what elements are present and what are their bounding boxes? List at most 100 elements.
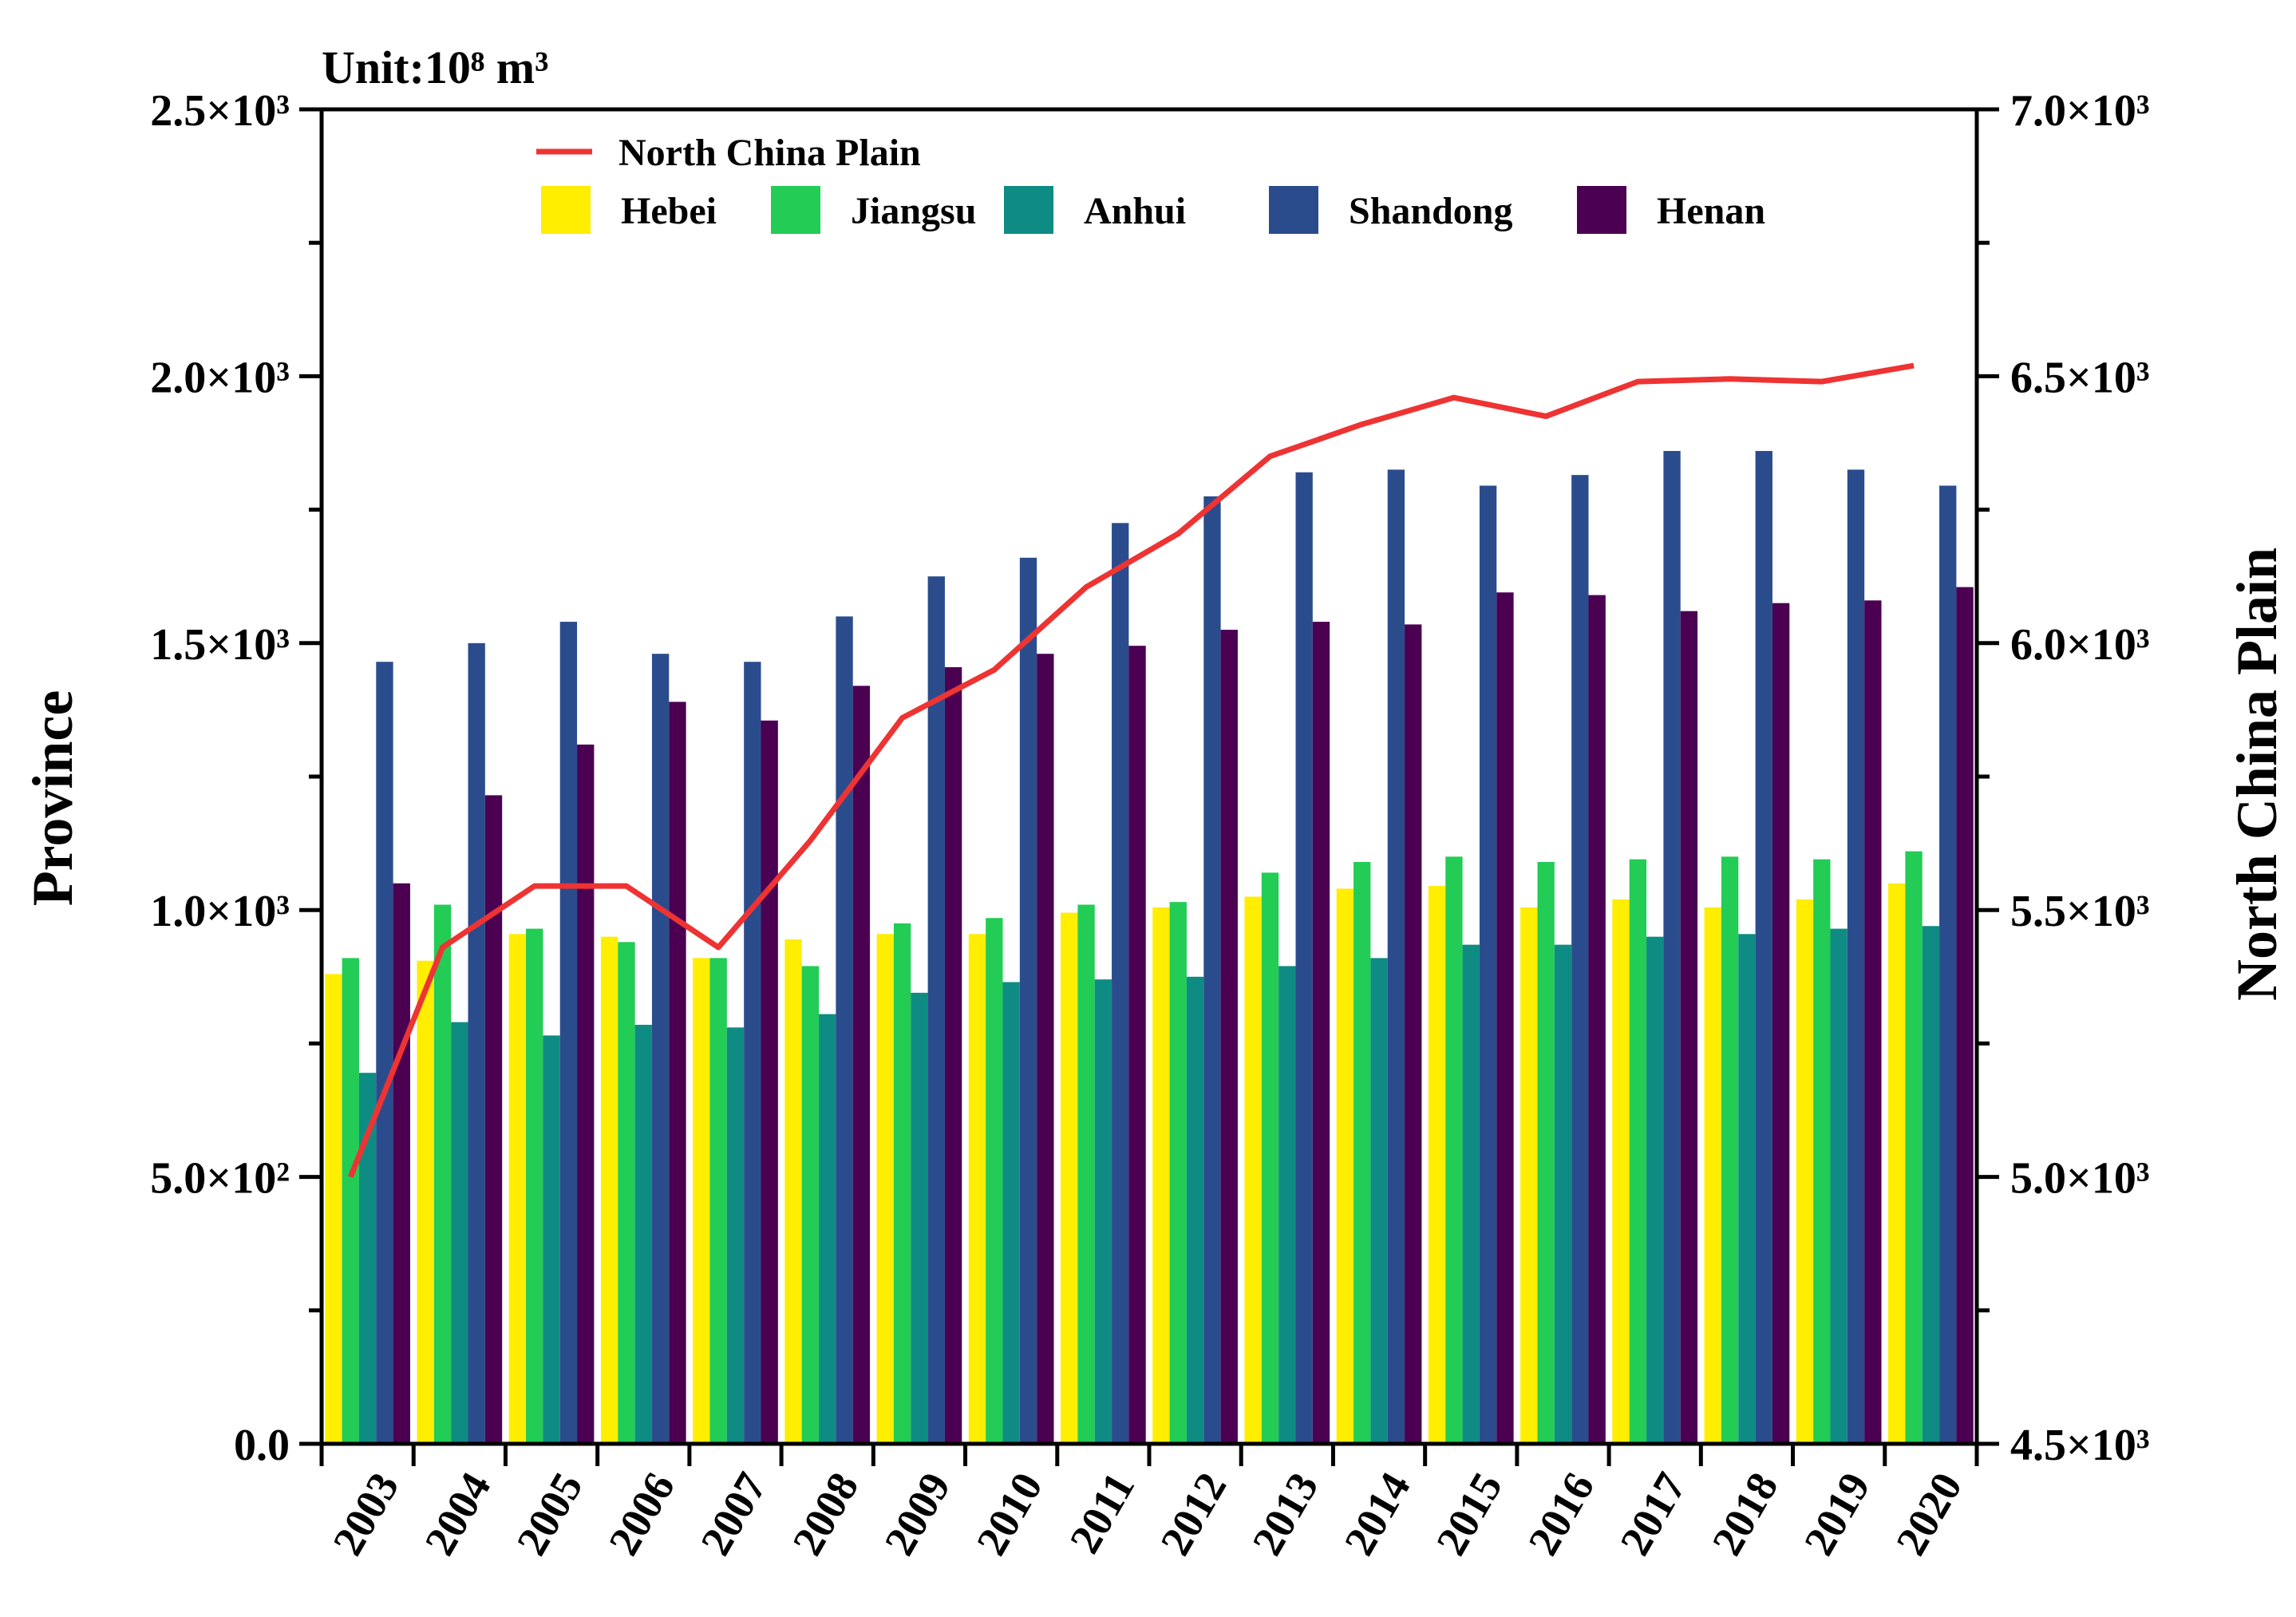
bar-anhui	[1094, 979, 1112, 1444]
bar-shandong	[836, 616, 853, 1444]
x-tick-label: 2019	[1795, 1465, 1879, 1564]
line-layer	[348, 362, 1915, 1178]
bar-anhui	[1002, 982, 1020, 1444]
bar-henan	[669, 702, 686, 1444]
left-tick-label: 5.0×10²	[150, 1154, 290, 1204]
legend-swatch	[771, 186, 820, 234]
right-tick-label: 7.0×10³	[2010, 86, 2150, 136]
bar-jiangsu	[1169, 902, 1187, 1444]
bar-anhui	[1370, 958, 1388, 1444]
bar-henan	[393, 883, 410, 1444]
bar-shandong	[1295, 472, 1313, 1445]
bar-jiangsu	[1261, 872, 1279, 1444]
x-tick-label: 2015	[1427, 1465, 1512, 1564]
x-tick-label: 2008	[783, 1465, 867, 1564]
bar-henan	[577, 744, 595, 1444]
right-tick-label: 5.5×10³	[2010, 887, 2150, 936]
x-tick-label: 2007	[691, 1465, 776, 1564]
bar-anhui	[451, 1022, 468, 1444]
bar-jiangsu	[801, 966, 820, 1444]
legend-swatch	[541, 186, 591, 234]
bar-jiangsu	[1077, 904, 1095, 1444]
bar-hebei	[600, 936, 618, 1444]
bar-hebei	[325, 974, 342, 1444]
legend-label: Henan	[1657, 190, 1765, 232]
bar-shandong	[1019, 557, 1037, 1444]
legend-label: Anhui	[1084, 190, 1186, 232]
legend-label: Jiangsu	[851, 190, 976, 232]
bar-shandong	[468, 642, 485, 1444]
x-tick-label: 2020	[1887, 1465, 1971, 1564]
left-tick-label: 2.5×10³	[150, 86, 290, 136]
x-tick-label: 2003	[323, 1465, 408, 1564]
bar-jiangsu	[1537, 862, 1555, 1444]
bar-henan	[484, 795, 503, 1444]
left-tick-label: 0.0	[234, 1421, 290, 1470]
x-tick-label: 2005	[508, 1465, 592, 1564]
bar-henan	[1680, 611, 1698, 1444]
bar-henan	[1864, 600, 1882, 1444]
bar-anhui	[358, 1073, 377, 1444]
bar-anhui	[726, 1027, 745, 1444]
legend-label: Hebei	[621, 190, 717, 232]
bar-hebei	[1704, 907, 1721, 1444]
bar-shandong	[1479, 485, 1497, 1444]
bar-henan	[1956, 587, 1974, 1445]
right-tick-label: 5.0×10³	[2010, 1154, 2150, 1204]
bar-shandong	[1755, 451, 1772, 1444]
x-tick-label: 2011	[1061, 1465, 1144, 1561]
bar-jiangsu	[1813, 859, 1831, 1444]
line-north-china-plain	[348, 362, 1915, 1178]
x-tick-label: 2016	[1519, 1465, 1603, 1564]
bar-jiangsu	[1721, 856, 1739, 1444]
bar-shandong	[744, 662, 761, 1444]
bar-anhui	[1738, 934, 1756, 1444]
bar-jiangsu	[1353, 862, 1371, 1444]
bar-anhui	[1278, 966, 1296, 1444]
bar-anhui	[1554, 944, 1572, 1444]
right-tick-label: 6.5×10³	[2010, 353, 2150, 402]
legend: North China Plain Hebei Jiangsu Anhui Shando…	[536, 132, 1765, 234]
bar-hebei	[1888, 883, 1906, 1444]
left-axis-title: Province	[21, 690, 85, 907]
bar-hebei	[1796, 899, 1814, 1444]
bar-anhui	[1462, 944, 1480, 1444]
bar-henan	[1037, 654, 1054, 1444]
bar-henan	[761, 720, 778, 1444]
bar-henan	[1220, 630, 1238, 1444]
bar-jiangsu	[433, 904, 452, 1444]
bar-shandong	[1112, 523, 1129, 1444]
bar-jiangsu	[709, 958, 727, 1444]
bar-anhui	[1830, 928, 1847, 1444]
bar-hebei	[784, 939, 802, 1444]
bar-anhui	[1186, 976, 1204, 1444]
bar-shandong	[927, 576, 945, 1445]
bar-henan	[1496, 592, 1514, 1445]
bar-hebei	[508, 934, 527, 1444]
x-tick-label: 2013	[1243, 1465, 1328, 1564]
bar-henan	[1128, 646, 1146, 1444]
bar-hebei	[1061, 912, 1078, 1444]
bar-anhui	[911, 992, 928, 1444]
bar-shandong	[651, 654, 670, 1444]
legend-label: Shandong	[1349, 190, 1512, 232]
x-tick-label: 2018	[1703, 1465, 1788, 1564]
bar-hebei	[876, 934, 894, 1444]
left-tick-label: 2.0×10³	[150, 353, 290, 402]
left-tick-label: 1.0×10³	[150, 887, 290, 936]
x-tick-label: 2010	[967, 1465, 1052, 1564]
x-tick-label: 2004	[416, 1465, 500, 1564]
bar-hebei	[417, 960, 434, 1444]
bar-hebei	[968, 934, 986, 1444]
bar-henan	[1772, 603, 1790, 1444]
x-tick-label: 2014	[1335, 1465, 1420, 1564]
bar-shandong	[559, 622, 578, 1444]
bar-anhui	[1922, 926, 1940, 1444]
bar-jiangsu	[1445, 856, 1463, 1444]
bar-henan	[1312, 622, 1330, 1444]
legend-swatch	[1004, 186, 1053, 234]
x-tick-label: 2006	[599, 1465, 684, 1564]
unit-label: Unit:10⁸ m³	[322, 42, 548, 93]
bar-jiangsu	[618, 942, 635, 1444]
